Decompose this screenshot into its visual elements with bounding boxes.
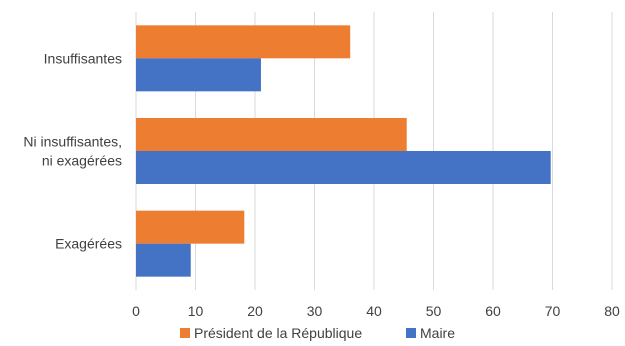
bars xyxy=(136,25,551,277)
category-label: Insuffisantes xyxy=(44,50,122,66)
x-tick-label: 0 xyxy=(132,303,140,319)
category-labels: Insuffisantes Ni insuffisantes, ni exagéré… xyxy=(23,50,122,251)
bar-maire-0 xyxy=(136,58,261,92)
category-label: Exagérées xyxy=(55,236,122,252)
bar-president-0 xyxy=(136,25,351,59)
x-tick-label: 20 xyxy=(247,303,263,319)
x-tick-labels: 0 10 20 30 40 50 60 70 80 xyxy=(132,303,620,319)
category-label: ni exagérées xyxy=(42,153,122,169)
legend-label-president: Président de la République xyxy=(194,325,362,341)
legend-swatch-president xyxy=(180,328,190,338)
x-tick-label: 50 xyxy=(426,303,442,319)
bar-maire-2 xyxy=(136,243,191,277)
x-tick-label: 70 xyxy=(545,303,561,319)
bar-maire-1 xyxy=(136,151,551,184)
x-tick-label: 30 xyxy=(307,303,323,319)
x-tick-label: 10 xyxy=(188,303,204,319)
x-tick-label: 40 xyxy=(366,303,382,319)
x-tick-label: 60 xyxy=(485,303,501,319)
bar-president-2 xyxy=(136,210,245,244)
legend-label-maire: Maire xyxy=(420,325,455,341)
legend-swatch-maire xyxy=(406,328,416,338)
bar-president-1 xyxy=(136,118,407,151)
category-label: Ni insuffisantes, xyxy=(23,134,122,150)
legend: Président de la République Maire xyxy=(180,325,455,341)
x-tick-label: 80 xyxy=(604,303,620,319)
